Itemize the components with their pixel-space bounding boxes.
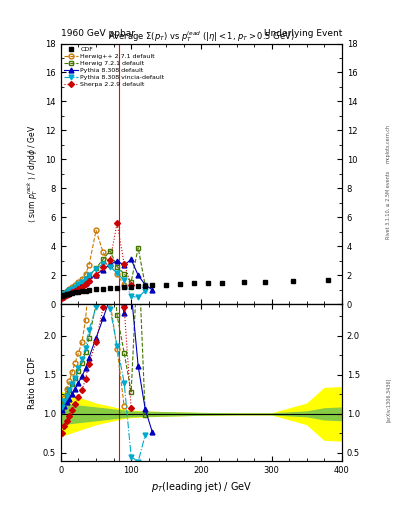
Title: Average $\Sigma(p_T)$ vs $p_T^{lead}$ ($|\eta| < 1$, $p_T > 0.5$ GeV): Average $\Sigma(p_T)$ vs $p_T^{lead}$ ($… [108, 29, 295, 44]
Y-axis label: Ratio to CDF: Ratio to CDF [28, 356, 37, 409]
X-axis label: $p_T$(leading jet) / GeV: $p_T$(leading jet) / GeV [151, 480, 252, 494]
Text: mcplots.cern.ch: mcplots.cern.ch [386, 124, 391, 163]
Text: [arXiv:1306.3436]: [arXiv:1306.3436] [386, 377, 391, 421]
Legend: CDF, Herwig++ 2.7.1 default, Herwig 7.2.1 default, Pythia 8.308 default, Pythia : CDF, Herwig++ 2.7.1 default, Herwig 7.2.… [63, 46, 166, 88]
Y-axis label: $\langle$ sum $p_T^{rack}$ $\rangle$ / d$\eta$d$\phi$ / GeV: $\langle$ sum $p_T^{rack}$ $\rangle$ / d… [25, 124, 40, 223]
Text: Underlying Event: Underlying Event [264, 29, 342, 38]
Text: Rivet 3.1.10, ≥ 2.5M events: Rivet 3.1.10, ≥ 2.5M events [386, 170, 391, 239]
Text: 1960 GeV ppbar: 1960 GeV ppbar [61, 29, 135, 38]
